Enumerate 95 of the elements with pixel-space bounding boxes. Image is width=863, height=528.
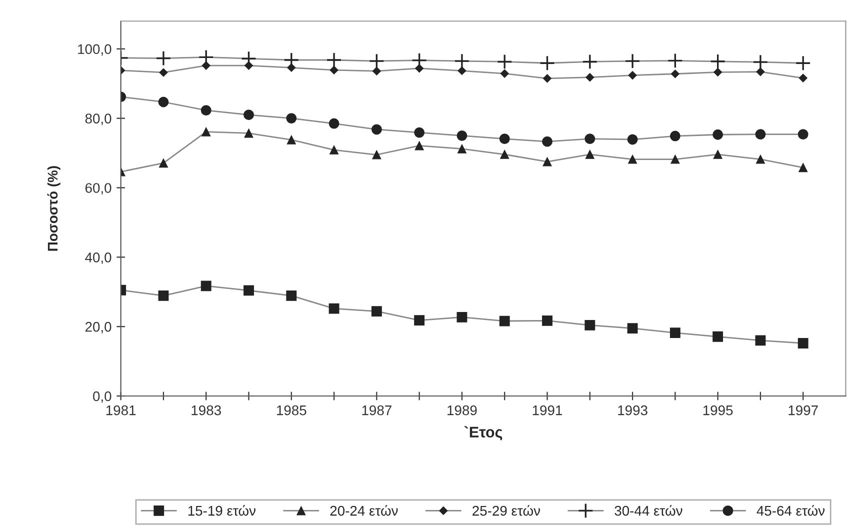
point: [756, 68, 765, 76]
point: [456, 312, 468, 322]
point: [244, 128, 254, 138]
point: [328, 118, 340, 129]
point: [755, 129, 766, 140]
point: [330, 145, 339, 154]
point: [667, 52, 683, 68]
point: [542, 157, 552, 166]
point: [286, 135, 296, 144]
legend-label: 45-64 ετών: [756, 505, 825, 516]
point: [200, 105, 212, 116]
point: [670, 154, 680, 164]
point: [456, 130, 468, 141]
y-tick-label: 40,0: [85, 252, 112, 264]
point: [414, 141, 424, 150]
x-tick-label: 1983: [192, 405, 221, 416]
point: [712, 129, 724, 140]
point: [798, 163, 808, 172]
point: [542, 74, 552, 83]
point: [202, 127, 211, 136]
point: [798, 338, 808, 348]
point: [627, 134, 638, 145]
point: [713, 150, 722, 159]
x-tick-label: 1991: [532, 405, 562, 416]
point: [286, 290, 297, 301]
point: [496, 54, 512, 70]
point: [585, 150, 594, 159]
point: [371, 124, 382, 135]
x-tick-label: 1995: [703, 405, 733, 416]
y-tick-label: 0,0: [93, 391, 112, 403]
y-tick-label: 100,0: [78, 44, 112, 56]
point: [539, 55, 556, 71]
point: [755, 335, 766, 346]
point: [414, 127, 425, 138]
point: [542, 315, 552, 326]
point: [286, 113, 297, 124]
x-tick-label: 1997: [788, 405, 818, 416]
point: [457, 144, 466, 154]
point: [584, 320, 596, 330]
y-tick-label: 20,0: [85, 322, 112, 334]
point: [756, 154, 765, 164]
point: [798, 129, 808, 140]
point: [326, 52, 342, 68]
legend-label: 30-44 ετών: [614, 505, 682, 516]
point: [670, 70, 680, 78]
point: [500, 150, 510, 159]
legend-label: 25-29 ετών: [472, 505, 540, 516]
point: [628, 154, 638, 164]
x-tick-label: 1987: [362, 405, 392, 416]
y-axis-title: Ποσοστό (%): [47, 166, 60, 251]
point: [714, 68, 722, 76]
point: [584, 134, 596, 144]
y-tick-label: 80,0: [85, 114, 112, 126]
point: [627, 323, 638, 334]
point: [542, 136, 552, 147]
point: [500, 69, 509, 78]
point: [371, 306, 382, 317]
point: [158, 96, 169, 108]
point: [156, 50, 172, 66]
point: [499, 316, 510, 326]
point: [624, 53, 640, 69]
point: [244, 285, 254, 296]
point: [454, 53, 470, 69]
point: [798, 74, 808, 82]
x-tick-label: 1985: [277, 405, 306, 416]
y-tick-label: 60,0: [85, 183, 112, 195]
x-tick-label: 1993: [618, 405, 648, 416]
point: [202, 61, 210, 70]
point: [158, 290, 169, 301]
x-tick-label: 1981: [106, 405, 136, 416]
legend-label: 20-24 ετών: [330, 505, 398, 516]
point: [330, 66, 338, 74]
point: [414, 315, 425, 326]
point: [458, 66, 466, 76]
point: [712, 331, 724, 342]
point: [159, 68, 168, 77]
point: [670, 328, 680, 338]
point: [795, 55, 811, 71]
point: [670, 130, 680, 142]
point: [244, 110, 254, 120]
point: [158, 158, 168, 168]
x-axis-title: `Ετος: [464, 426, 502, 440]
point: [372, 150, 382, 160]
point: [628, 70, 637, 80]
point: [582, 54, 598, 70]
legend-label: 15-19 ετών: [188, 505, 256, 516]
point: [200, 280, 212, 292]
point: [328, 303, 340, 314]
point: [372, 66, 381, 76]
point: [586, 73, 594, 82]
point: [752, 54, 768, 70]
point: [499, 134, 510, 144]
x-tick-label: 1989: [448, 405, 477, 416]
point: [368, 53, 384, 69]
point: [710, 54, 726, 70]
